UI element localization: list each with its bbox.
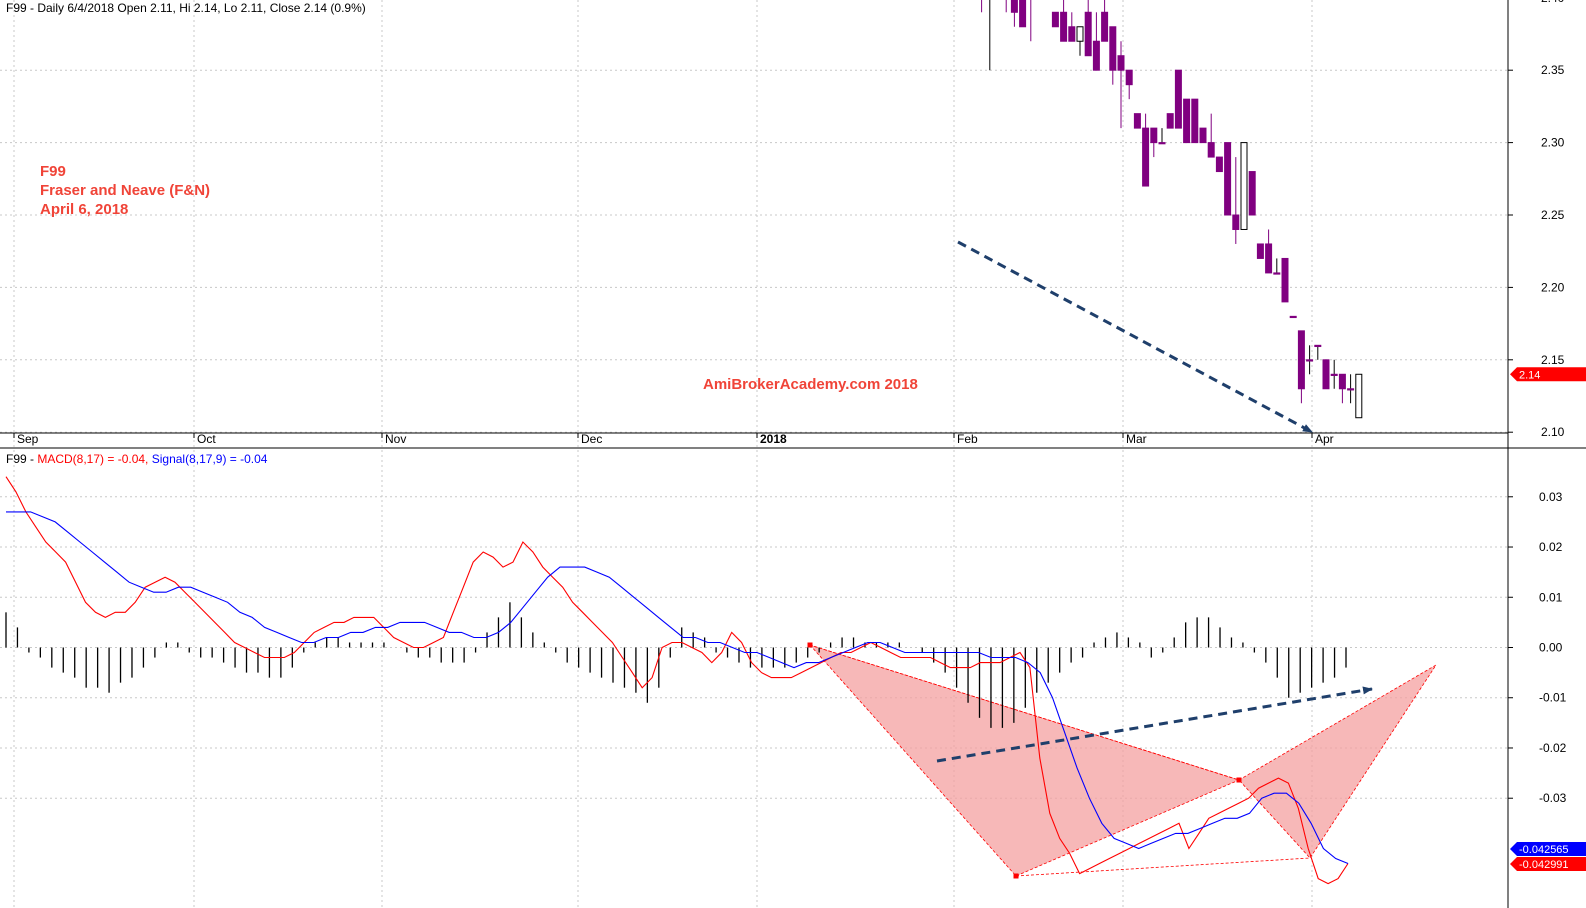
candle-body-down (1232, 214, 1240, 230)
macd-tick-label: -0.03 (1539, 791, 1567, 805)
candle-body-down (1158, 142, 1166, 145)
price-tick-label: 2.10 (1541, 425, 1565, 439)
macd-tick-label: 0.00 (1539, 641, 1563, 655)
candle-body-down (1330, 373, 1338, 376)
candle-body-down (1215, 156, 1223, 173)
candle-body-down (1174, 69, 1182, 129)
price-tick-label: 2.40 (1541, 0, 1565, 5)
candle-body-down (1060, 11, 1068, 42)
month-label: Nov (385, 432, 406, 446)
candle-body-down (1019, 0, 1027, 28)
month-label: Mar (1126, 432, 1147, 446)
pattern-triangle-bcd (1238, 664, 1437, 859)
macd-line (5, 476, 1349, 885)
harmonic-pattern (807, 642, 1437, 879)
annotation-ticker: F99 (40, 163, 66, 180)
candle-body-up (1076, 26, 1084, 42)
candle-body-down (1199, 127, 1207, 144)
candle-body-down (1322, 359, 1330, 390)
month-label: Dec (581, 432, 602, 446)
macd-uptrend-arrow (936, 686, 1373, 763)
candle-body-down (1273, 272, 1281, 275)
month-label: Apr (1315, 432, 1334, 446)
watermark: AmiBrokerAcademy.com 2018 (703, 376, 918, 393)
trend-arrows (936, 240, 1373, 763)
macd-header: F99 - MACD(8,17) = -0.04, Signal(8,17,9)… (6, 452, 267, 466)
stock-annotation: F99 Fraser and Neave (F&N) April 6, 2018 (40, 162, 210, 219)
annotation-date: April 6, 2018 (40, 201, 129, 218)
candle-body-down (1150, 127, 1158, 144)
macd-value-badge-text: -0.042991 (1519, 859, 1569, 871)
month-label: Sep (17, 432, 39, 446)
macd-histogram (5, 602, 1347, 728)
candlestick-series (981, 0, 1363, 419)
candle-body-down (1166, 113, 1174, 129)
signal-line (6, 511, 1349, 865)
close-price-badge-text: 2.14 (1519, 369, 1540, 381)
candle-body-down (1084, 11, 1092, 57)
pattern-point (1236, 777, 1242, 783)
candle-body-down (1338, 373, 1346, 390)
macd-lines (5, 476, 1349, 885)
candle-body-down (1092, 40, 1100, 71)
close-price-badge: 2.14 (1510, 367, 1586, 382)
candle-body-down (1133, 113, 1141, 129)
candle-body-down (1191, 98, 1199, 144)
price-tick-label: 2.30 (1541, 136, 1565, 150)
candle-body-down (1347, 388, 1355, 391)
macd-tick-label: -0.02 (1539, 741, 1567, 755)
signal-value-badge-bg (1510, 842, 1586, 856)
candle-body-up (1355, 373, 1363, 419)
candle-body-down (1117, 55, 1125, 71)
candle-body-down (1306, 359, 1314, 362)
candle-body-down (1248, 171, 1256, 216)
macd-tick-label: 0.02 (1539, 540, 1563, 554)
macd-header-macd: MACD(8,17) = -0.04, (37, 452, 149, 466)
price-downtrend-arrow (957, 240, 1313, 434)
annotation-company: Fraser and Neave (F&N) (40, 182, 211, 199)
candle-body-down (1256, 243, 1264, 259)
candle-body-down (1183, 98, 1191, 144)
candle-body-down (1289, 315, 1297, 319)
candle-body-down (1142, 127, 1150, 187)
price-tick-label: 2.20 (1541, 280, 1565, 294)
candle-body-down (1265, 243, 1273, 274)
candle-body-down (1224, 142, 1232, 216)
macd-tick-label: 0.03 (1539, 490, 1563, 504)
pattern-point (807, 642, 813, 648)
macd-header-prefix: F99 - (6, 452, 38, 466)
candle-body-down (1207, 142, 1215, 158)
close-price-badge-bg (1510, 367, 1586, 382)
candle-body-down (1068, 26, 1076, 42)
signal-value-badge: -0.042565 (1510, 842, 1586, 856)
macd-value-badge-bg (1510, 857, 1586, 871)
candle-body-down (1125, 69, 1133, 86)
candle-body-up (1240, 142, 1248, 230)
macd-value-badge: -0.042991 (1510, 857, 1586, 871)
candle-body-down (1051, 11, 1059, 28)
price-tick-label: 2.25 (1541, 208, 1565, 222)
candle-body-down (1314, 344, 1322, 348)
candle-body-down (1281, 257, 1289, 303)
pattern-triangle-xab (808, 644, 1241, 877)
month-label: 2018 (760, 432, 787, 446)
price-tick-label: 2.35 (1541, 63, 1565, 77)
candle-body-down (1101, 11, 1109, 42)
price-header: F99 - Daily 6/4/2018 Open 2.11, Hi 2.14,… (6, 1, 366, 15)
candle-body-down (1297, 330, 1305, 390)
month-label: Feb (957, 432, 978, 446)
macd-header-signal: Signal(8,17,9) = -0.04 (151, 452, 268, 466)
signal-value-badge-text: -0.042565 (1519, 844, 1569, 856)
macd-tick-label: 0.01 (1539, 590, 1563, 604)
pattern-line-be (1015, 857, 1311, 877)
macd-tick-label: -0.01 (1539, 691, 1567, 705)
candle-body-down (1010, 0, 1018, 13)
pattern-point (1013, 873, 1019, 879)
candle-body-down (1109, 26, 1117, 71)
price-tick-label: 2.15 (1541, 353, 1565, 367)
month-label: Oct (197, 432, 216, 446)
